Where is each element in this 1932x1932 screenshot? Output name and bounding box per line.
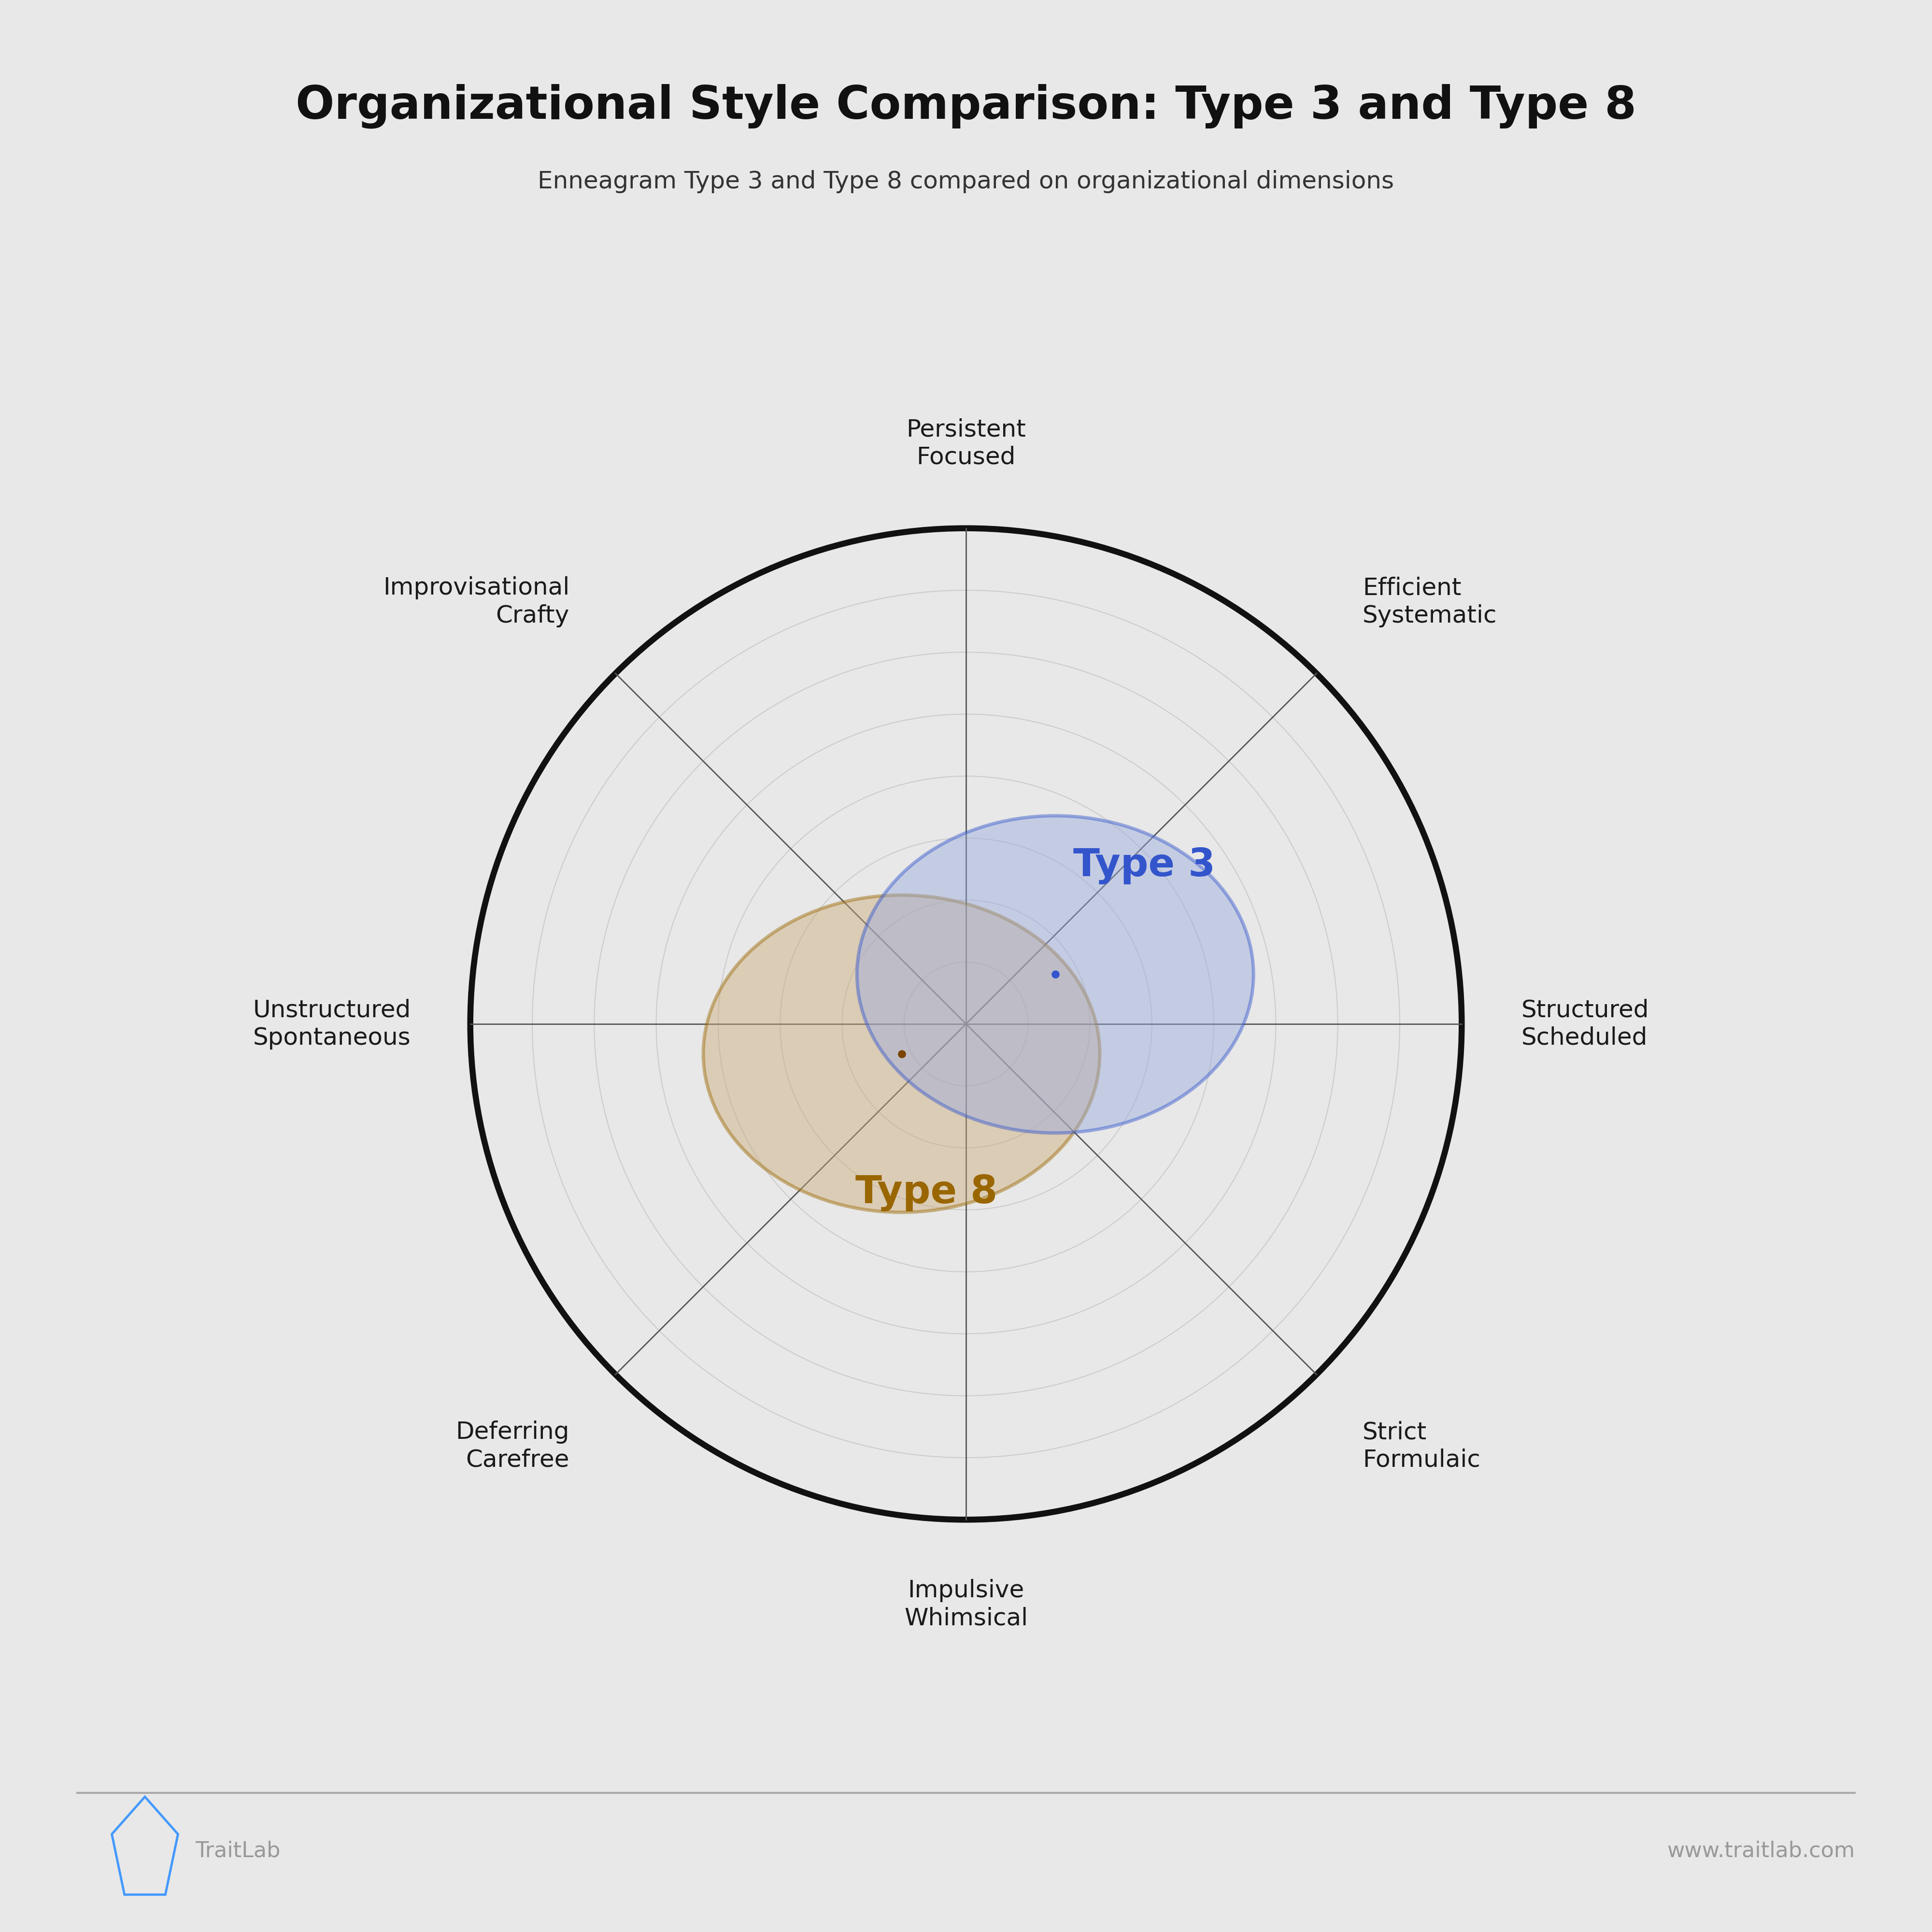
Text: Type 3: Type 3 <box>1074 846 1215 885</box>
Text: Type 8: Type 8 <box>856 1173 997 1211</box>
Text: Enneagram Type 3 and Type 8 compared on organizational dimensions: Enneagram Type 3 and Type 8 compared on … <box>537 170 1395 193</box>
Text: Improvisational
Crafty: Improvisational Crafty <box>383 576 570 628</box>
Ellipse shape <box>858 815 1254 1132</box>
Text: Strict
Formulaic: Strict Formulaic <box>1362 1420 1480 1472</box>
Text: Deferring
Carefree: Deferring Carefree <box>456 1420 570 1472</box>
Text: Organizational Style Comparison: Type 3 and Type 8: Organizational Style Comparison: Type 3 … <box>296 83 1636 129</box>
Text: TraitLab: TraitLab <box>195 1841 280 1861</box>
Text: Unstructured
Spontaneous: Unstructured Spontaneous <box>253 999 412 1049</box>
Ellipse shape <box>703 895 1099 1213</box>
Point <box>887 1037 918 1068</box>
Text: Efficient
Systematic: Efficient Systematic <box>1362 576 1497 628</box>
Text: Structured
Scheduled: Structured Scheduled <box>1520 999 1648 1049</box>
Text: Impulsive
Whimsical: Impulsive Whimsical <box>904 1578 1028 1631</box>
Text: www.traitlab.com: www.traitlab.com <box>1667 1841 1855 1861</box>
Text: Persistent
Focused: Persistent Focused <box>906 417 1026 469</box>
Point <box>1039 958 1070 989</box>
